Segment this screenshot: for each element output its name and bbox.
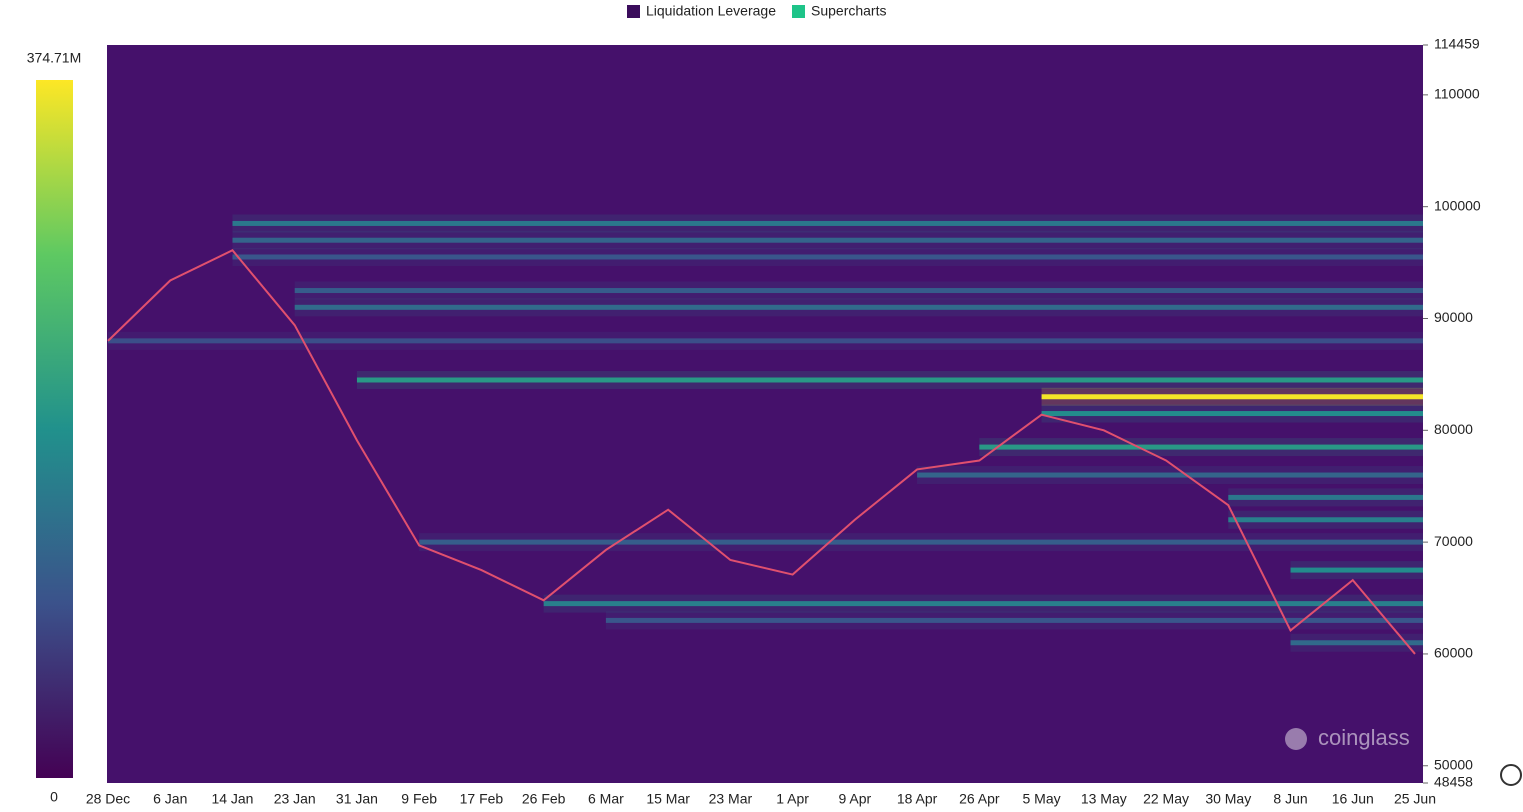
x-tick-label: 6 Mar xyxy=(588,791,624,807)
y-tick-label: 110000 xyxy=(1434,86,1480,102)
x-tick-label: 31 Jan xyxy=(336,791,378,807)
y-tick-label: 100000 xyxy=(1434,197,1481,213)
color-bar-label: 0 xyxy=(50,789,58,805)
liquidity-band xyxy=(232,220,1423,226)
liquidity-band xyxy=(1228,494,1423,500)
y-tick-label: 70000 xyxy=(1434,533,1473,549)
legend-label: Liquidation Leverage xyxy=(646,3,776,19)
liquidity-band xyxy=(1041,411,1423,417)
y-tick-label: 60000 xyxy=(1434,645,1473,661)
x-tick-label: 18 Apr xyxy=(897,791,938,807)
y-tick-label: 90000 xyxy=(1434,309,1473,325)
liquidity-band xyxy=(294,304,1423,310)
x-tick-label: 25 Jun xyxy=(1394,791,1436,807)
watermark: coinglass xyxy=(1318,725,1410,750)
legend-swatch xyxy=(792,5,805,18)
x-tick-label: 15 Mar xyxy=(646,791,690,807)
liquidity-band xyxy=(979,444,1423,450)
color-bar-label: 374.71M xyxy=(27,50,81,66)
liquidity-band xyxy=(1290,640,1423,646)
watermark-logo xyxy=(1285,728,1307,750)
liquidity-band xyxy=(1228,517,1423,523)
liquidity-band xyxy=(108,338,1423,344)
legend-swatch xyxy=(627,5,640,18)
liquidity-band xyxy=(232,237,1423,243)
y-tick-label: 80000 xyxy=(1434,421,1473,437)
liquidity-band xyxy=(232,254,1423,260)
legend-label: Supercharts xyxy=(811,3,886,19)
x-tick-label: 9 Apr xyxy=(839,791,872,807)
x-tick-label: 17 Feb xyxy=(460,791,504,807)
y-tick-label: 50000 xyxy=(1434,756,1473,772)
liquidity-band xyxy=(605,617,1423,623)
price-line xyxy=(107,249,1416,655)
x-tick-label: 23 Mar xyxy=(709,791,753,807)
x-tick-label: 23 Jan xyxy=(274,791,316,807)
x-tick-label: 16 Jun xyxy=(1332,791,1374,807)
liquidity-band xyxy=(917,472,1423,478)
liquidity-band xyxy=(419,539,1423,545)
color-bar xyxy=(36,80,73,778)
liquidity-band xyxy=(543,601,1423,607)
x-tick-label: 26 Feb xyxy=(522,791,566,807)
liquidity-band xyxy=(356,377,1423,383)
y-tick-label: 48458 xyxy=(1434,774,1473,790)
settings-button[interactable] xyxy=(1500,764,1522,786)
x-tick-label: 28 Dec xyxy=(86,791,130,807)
x-tick-label: 26 Apr xyxy=(959,791,1000,807)
x-tick-label: 22 May xyxy=(1143,791,1189,807)
liquidity-band xyxy=(294,288,1423,294)
x-tick-label: 13 May xyxy=(1081,791,1127,807)
x-tick-label: 1 Apr xyxy=(776,791,809,807)
y-tick-label: 114459 xyxy=(1434,36,1480,52)
x-tick-label: 5 May xyxy=(1023,791,1061,807)
x-tick-label: 6 Jan xyxy=(153,791,187,807)
liquidity-band xyxy=(1041,394,1423,400)
x-tick-label: 8 Jun xyxy=(1273,791,1307,807)
x-tick-label: 30 May xyxy=(1205,791,1251,807)
liquidity-band xyxy=(1290,567,1423,573)
x-tick-label: 9 Feb xyxy=(401,791,437,807)
x-tick-label: 14 Jan xyxy=(211,791,253,807)
